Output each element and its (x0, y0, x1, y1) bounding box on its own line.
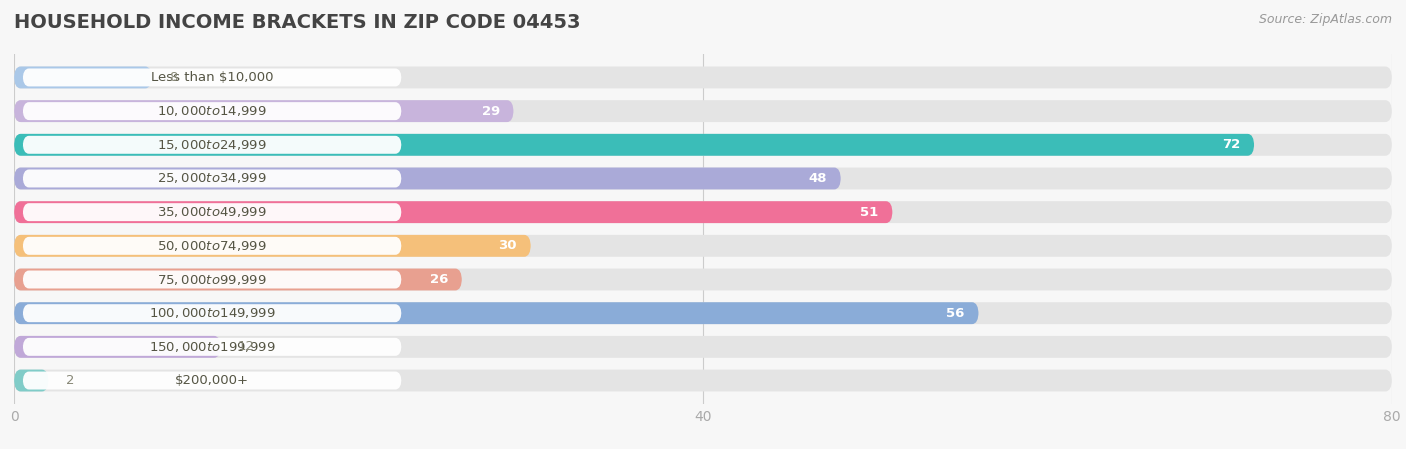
FancyBboxPatch shape (14, 66, 152, 88)
Text: $15,000 to $24,999: $15,000 to $24,999 (157, 138, 267, 152)
FancyBboxPatch shape (14, 167, 841, 189)
Text: $35,000 to $49,999: $35,000 to $49,999 (157, 205, 267, 219)
Text: 56: 56 (946, 307, 965, 320)
FancyBboxPatch shape (14, 370, 48, 392)
FancyBboxPatch shape (22, 69, 402, 86)
FancyBboxPatch shape (14, 167, 1392, 189)
Text: Source: ZipAtlas.com: Source: ZipAtlas.com (1258, 13, 1392, 26)
Text: 2: 2 (66, 374, 75, 387)
Text: 51: 51 (860, 206, 879, 219)
FancyBboxPatch shape (14, 134, 1254, 156)
FancyBboxPatch shape (14, 235, 531, 257)
Text: HOUSEHOLD INCOME BRACKETS IN ZIP CODE 04453: HOUSEHOLD INCOME BRACKETS IN ZIP CODE 04… (14, 13, 581, 32)
Text: $75,000 to $99,999: $75,000 to $99,999 (157, 273, 267, 286)
FancyBboxPatch shape (14, 134, 1392, 156)
FancyBboxPatch shape (14, 302, 1392, 324)
Text: 30: 30 (499, 239, 517, 252)
FancyBboxPatch shape (22, 102, 402, 120)
FancyBboxPatch shape (14, 269, 463, 291)
FancyBboxPatch shape (22, 304, 402, 322)
Text: $150,000 to $199,999: $150,000 to $199,999 (149, 340, 276, 354)
FancyBboxPatch shape (22, 271, 402, 288)
FancyBboxPatch shape (14, 235, 1392, 257)
FancyBboxPatch shape (14, 100, 513, 122)
FancyBboxPatch shape (14, 336, 221, 358)
FancyBboxPatch shape (14, 370, 1392, 392)
Text: 72: 72 (1222, 138, 1240, 151)
FancyBboxPatch shape (22, 372, 402, 389)
Text: 8: 8 (169, 71, 177, 84)
FancyBboxPatch shape (14, 100, 1392, 122)
Text: Less than $10,000: Less than $10,000 (150, 71, 273, 84)
FancyBboxPatch shape (14, 336, 1392, 358)
Text: 26: 26 (430, 273, 449, 286)
Text: $50,000 to $74,999: $50,000 to $74,999 (157, 239, 267, 253)
FancyBboxPatch shape (22, 136, 402, 154)
FancyBboxPatch shape (22, 338, 402, 356)
Text: 48: 48 (808, 172, 827, 185)
Text: $10,000 to $14,999: $10,000 to $14,999 (157, 104, 267, 118)
FancyBboxPatch shape (14, 201, 893, 223)
FancyBboxPatch shape (22, 237, 402, 255)
Text: 12: 12 (238, 340, 254, 353)
FancyBboxPatch shape (14, 302, 979, 324)
FancyBboxPatch shape (14, 66, 1392, 88)
FancyBboxPatch shape (14, 269, 1392, 291)
FancyBboxPatch shape (22, 203, 402, 221)
Text: $100,000 to $149,999: $100,000 to $149,999 (149, 306, 276, 320)
Text: $200,000+: $200,000+ (176, 374, 249, 387)
Text: 29: 29 (481, 105, 499, 118)
FancyBboxPatch shape (14, 201, 1392, 223)
FancyBboxPatch shape (22, 170, 402, 187)
Text: $25,000 to $34,999: $25,000 to $34,999 (157, 172, 267, 185)
